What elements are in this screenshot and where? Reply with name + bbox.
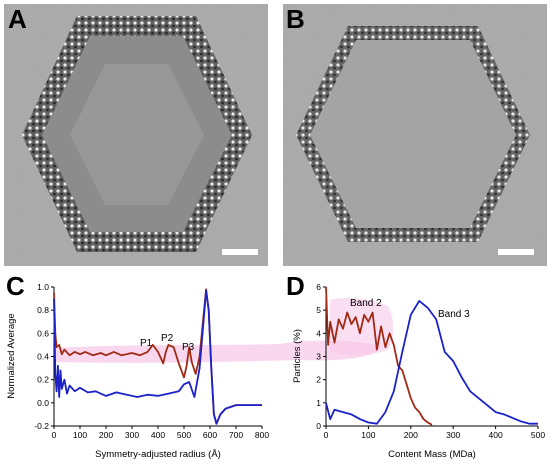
chart-c-xtick-label: 500 [177,430,191,440]
chart-d-ytick-label: 2 [316,375,321,385]
chart-c-xtick-label: 600 [203,430,217,440]
chart-c-ylabel: Normalized Average [6,313,17,398]
chart-c-xtick-label: 700 [229,430,243,440]
chart-d-xtick-label: 400 [489,430,503,440]
micrograph-b [283,4,547,266]
chart-c-ytick-label: 0.6 [37,328,49,338]
chart-d-xtick-label: 200 [404,430,418,440]
panel-label-a: A [8,4,27,34]
chart-c-xtick-label: 800 [255,430,269,440]
scale-bar-b [498,249,534,255]
annotation-p1: P1 [140,338,153,349]
chart-d-ytick-label: 0 [316,421,321,431]
legend-band-2: Band 2 [350,298,382,309]
annotation-p2: P2 [161,333,174,344]
chart-c-xtick-label: 400 [151,430,165,440]
chart-c-xtick-label: 300 [125,430,139,440]
capsid-inner-b [310,40,516,228]
panel-label-b: B [286,4,305,34]
chart-c: 0 100 200 300 400 500 600 700 800-0.20.00.20.40.… [6,282,380,460]
scale-bar-a [222,249,258,255]
legend-band-3: Band 3 [438,309,470,320]
chart-d-series-2-line [325,300,538,425]
chart-c-xtick-label: 200 [99,430,113,440]
chart-c-ytick-label: 0.8 [37,305,49,315]
chart-d-xtick-label: 0 [324,430,329,440]
chart-c-ytick-label: 0.0 [37,398,49,408]
panel-label-c: C [6,271,25,301]
chart-d-ytick-label: 5 [316,305,321,315]
chart-c-ytick-label: 1.0 [37,282,49,292]
chart-c-xtick-label: 0 [52,430,57,440]
annotation-p3: P3 [182,342,195,353]
chart-d-xtick-label: 100 [361,430,375,440]
chart-d-ytick-label: 1 [316,398,321,408]
panel-label-d: D [286,271,305,301]
chart-d-ylabel: Particles (%) [292,329,303,383]
highlight-band-c [54,340,380,363]
chart-c-xlabel: Symmetry-adjusted radius (Å) [95,449,221,460]
chart-d-xtick-label: 300 [446,430,460,440]
chart-c-ytick-label: -0.2 [34,421,49,431]
chart-d-series-1-line [325,286,433,426]
chart-d-ytick-label: 6 [316,282,321,292]
chart-d: 0 100 200 300 400 500 0 1 2 3 4 5 6 Band 2 Band 3 Co… [292,282,545,460]
chart-d-ytick-label: 4 [316,328,321,338]
chart-d-ytick-label: 3 [316,352,321,362]
micrograph-a [4,4,268,266]
chart-c-ytick-label: 0.4 [37,352,49,362]
chart-d-xtick-label: 500 [531,430,545,440]
chart-c-xtick-label: 100 [73,430,87,440]
chart-d-xlabel: Content Mass (MDa) [388,449,476,460]
chart-c-series-2-line [53,289,262,425]
chart-c-ytick-label: 0.2 [37,375,49,385]
